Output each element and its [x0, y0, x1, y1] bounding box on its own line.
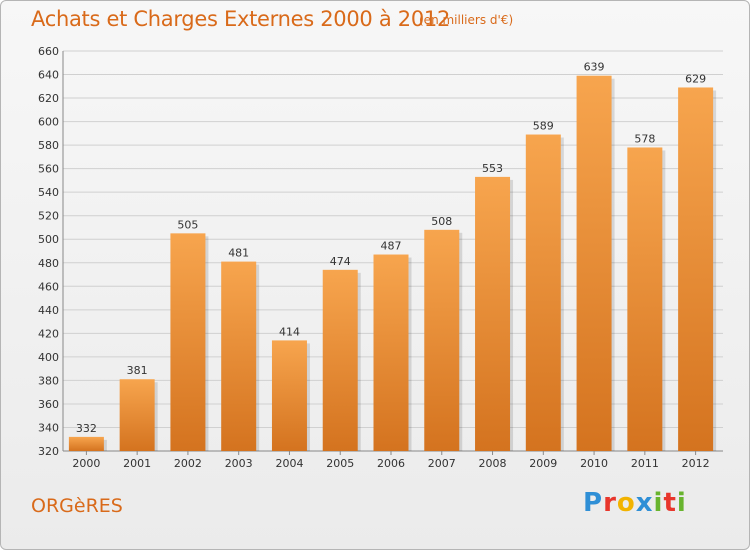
- chart-title: Achats et Charges Externes 2000 à 2012: [31, 7, 451, 31]
- x-tick-label: 2007: [428, 457, 456, 470]
- x-tick-label: 2008: [479, 457, 507, 470]
- bar: [373, 254, 409, 451]
- data-label: 332: [76, 422, 97, 435]
- logo-letter: P: [583, 488, 604, 518]
- chart-subtitle: (en milliers d'€): [419, 13, 514, 27]
- data-label: 474: [330, 255, 351, 268]
- y-tick-label: 540: [38, 186, 59, 199]
- y-tick-label: 560: [38, 163, 59, 176]
- x-tick-label: 2006: [377, 457, 405, 470]
- data-label: 639: [584, 61, 605, 74]
- y-tick-label: 640: [38, 69, 59, 82]
- x-tick-label: 2010: [580, 457, 608, 470]
- proxiti-logo: Proxiti: [583, 488, 687, 518]
- y-tick-label: 340: [38, 421, 59, 434]
- y-tick-label: 660: [38, 45, 59, 58]
- bars: [68, 75, 717, 452]
- y-tick-label: 420: [38, 327, 59, 340]
- y-tick-label: 480: [38, 257, 59, 270]
- bar: [322, 269, 358, 451]
- y-tick-label: 500: [38, 233, 59, 246]
- y-tick-label: 580: [38, 139, 59, 152]
- bar: [119, 379, 155, 451]
- bar: [271, 340, 307, 451]
- data-label: 487: [381, 240, 402, 253]
- y-tick-label: 320: [38, 445, 59, 458]
- y-tick-label: 380: [38, 374, 59, 387]
- bar: [576, 75, 612, 452]
- x-tick-label: 2005: [326, 457, 354, 470]
- x-tick-label: 2011: [631, 457, 659, 470]
- data-label: 508: [431, 215, 452, 228]
- logo-letter: x: [635, 488, 654, 518]
- data-label: 505: [177, 218, 198, 231]
- bar: [475, 176, 511, 451]
- y-tick-label: 520: [38, 210, 59, 223]
- bar: [424, 229, 460, 451]
- bar: [221, 261, 257, 451]
- data-label: 414: [279, 325, 300, 338]
- y-tick-label: 600: [38, 116, 59, 129]
- logo-letter: i: [653, 488, 664, 518]
- y-tick-label: 440: [38, 304, 59, 317]
- commune-name: ORGèRES: [31, 495, 123, 517]
- x-tick-label: 2009: [529, 457, 557, 470]
- bar: [68, 436, 104, 451]
- logo-letter: o: [616, 488, 636, 518]
- data-label: 578: [634, 132, 655, 145]
- logo-letter: i: [676, 488, 687, 518]
- x-tick-label: 2004: [275, 457, 303, 470]
- data-labels: 332 381 505 481 414 474 487 508 553 589 639 578 629: [76, 61, 706, 435]
- logo-letter: t: [663, 488, 677, 518]
- x-tick-label: 2000: [72, 457, 100, 470]
- x-tick-labels: 2000 2001 2002 2003 2004 2005 2006 2007 2008 2009…: [72, 451, 710, 470]
- x-tick-label: 2012: [682, 457, 710, 470]
- data-label: 629: [685, 72, 706, 85]
- x-tick-label: 2003: [225, 457, 253, 470]
- data-label: 553: [482, 162, 503, 175]
- x-tick-label: 2002: [174, 457, 202, 470]
- y-tick-label: 360: [38, 398, 59, 411]
- bar: [525, 134, 561, 451]
- data-label: 481: [228, 247, 249, 260]
- bar: [678, 87, 714, 452]
- y-tick-label: 620: [38, 92, 59, 105]
- bar: [170, 233, 206, 451]
- bar: [627, 147, 663, 451]
- data-label: 589: [533, 120, 554, 133]
- y-tick-label: 460: [38, 280, 59, 293]
- data-label: 381: [127, 364, 148, 377]
- x-tick-label: 2001: [123, 457, 151, 470]
- y-tick-label: 400: [38, 351, 59, 364]
- y-tick-labels: 320 340 360 380 400 420 440 460 480 500 520 540 560 5…: [38, 45, 59, 458]
- logo-letter: r: [603, 488, 617, 518]
